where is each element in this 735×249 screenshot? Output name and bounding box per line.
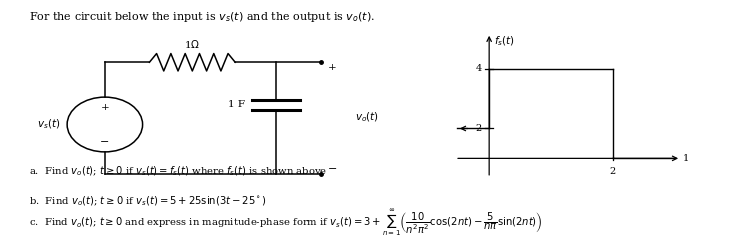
Text: −: − [328,164,337,174]
Text: For the circuit below the input is $v_s(t)$ and the output is $v_o(t)$.: For the circuit below the input is $v_s(… [29,10,376,24]
Text: $v_s(t)$: $v_s(t)$ [37,118,60,131]
Text: 4: 4 [476,64,481,73]
Text: c.  Find $v_o(t)$; $t \geq 0$ and express in magnitude-phase form if $v_s(t) = 3: c. Find $v_o(t)$; $t \geq 0$ and express… [29,208,543,239]
Text: 1: 1 [683,154,689,163]
Text: +: + [328,63,337,72]
Text: 2: 2 [610,167,616,176]
Text: 2: 2 [476,124,481,133]
Text: $v_o(t)$: $v_o(t)$ [355,110,379,124]
Text: a.  Find $v_o(t)$; $t \geq 0$ if $v_s(t) = f_s(t)$ where $f_s(t)$ is shown above: a. Find $v_o(t)$; $t \geq 0$ if $v_s(t) … [29,164,328,178]
Text: 1$\Omega$: 1$\Omega$ [184,38,201,50]
Text: b.  Find $v_o(t)$; $t \geq 0$ if $v_s(t) = 5 + 25\sin(3t - 25^\circ)$: b. Find $v_o(t)$; $t \geq 0$ if $v_s(t) … [29,194,268,208]
Text: +: + [101,103,110,112]
Text: 1 F: 1 F [229,100,245,109]
Text: $f_s(t)$: $f_s(t)$ [494,34,515,48]
Text: −: − [100,137,110,147]
